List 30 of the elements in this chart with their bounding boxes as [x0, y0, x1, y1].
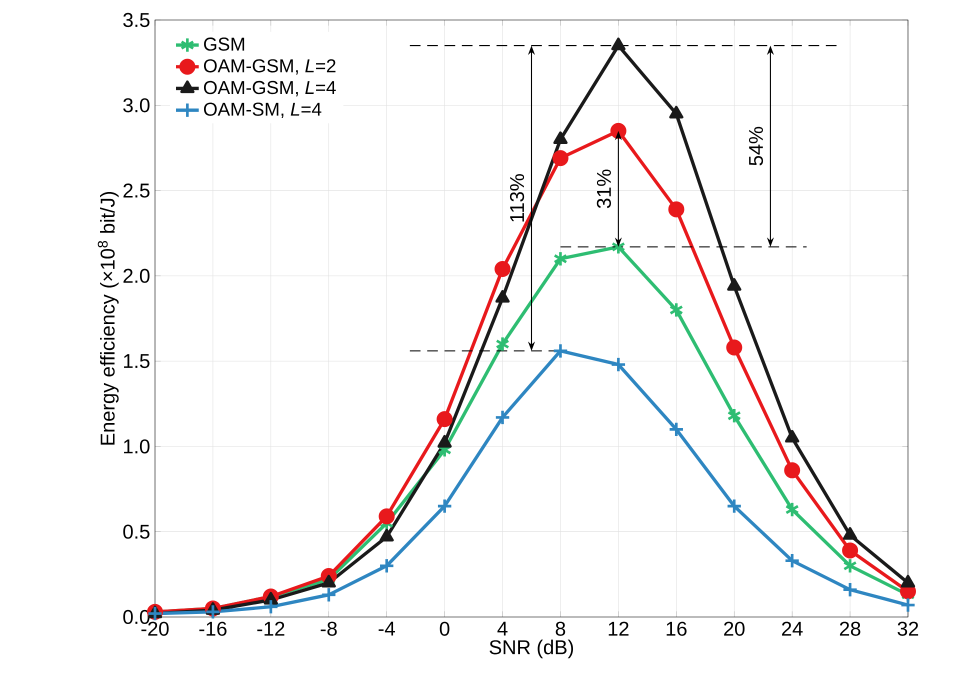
y-tick-label: 2.0: [123, 268, 150, 283]
legend-label: OAM-GSM, L=4: [204, 80, 336, 96]
y-tick-label: 1.0: [124, 439, 150, 454]
y-tick-label: 2.5: [123, 183, 150, 198]
y-axis-title: Energy efficiency (×10$^{8}$ bit/J): [98, 192, 119, 445]
y-tick-label: 3.5: [123, 12, 150, 28]
x-tick-label: 12: [608, 622, 628, 636]
legend-label: GSM: [204, 38, 244, 51]
legend-label: OAM-GSM, L=2: [204, 59, 336, 75]
annotation: 31%: [596, 170, 611, 208]
x-tick-label: 8: [556, 622, 566, 636]
x-tick-label: 24: [782, 622, 803, 636]
x-tick-label: -20: [141, 622, 169, 636]
y-tick-label: 0.5: [123, 524, 150, 539]
x-tick-label: 20: [724, 622, 745, 636]
x-tick-label: -12: [257, 622, 284, 636]
y-tick-label: 3.0: [123, 98, 150, 112]
x-tick-label: 4: [497, 622, 508, 636]
annotation: 113%: [510, 174, 524, 222]
annotation: 54%: [748, 126, 764, 166]
x-tick-label: -8: [320, 622, 337, 636]
legend-label: OAM-SM, L=4: [204, 102, 322, 118]
x-tick-label: -16: [199, 622, 226, 636]
x-tick-label: -4: [378, 622, 395, 636]
x-axis-title: SNR (dB): [490, 640, 574, 658]
x-tick-label: 28: [840, 622, 860, 636]
x-tick-label: 0: [440, 622, 450, 636]
x-tick-label: 16: [666, 622, 687, 636]
y-tick-label: 1.5: [124, 354, 150, 368]
x-tick-label: 32: [898, 622, 918, 636]
